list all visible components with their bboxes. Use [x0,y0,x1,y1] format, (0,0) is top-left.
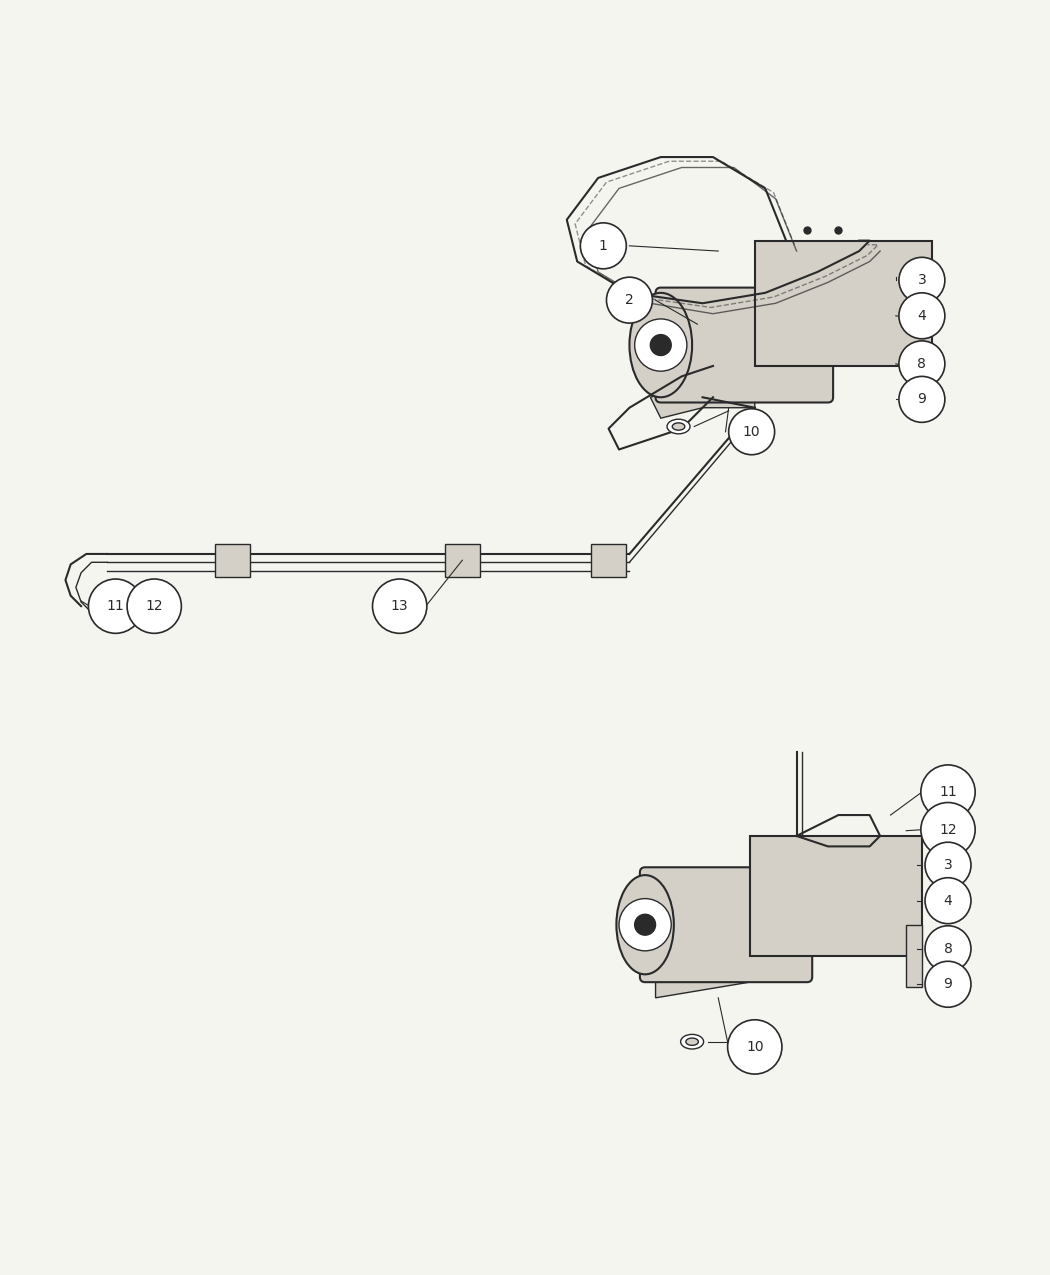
Polygon shape [650,366,755,418]
Circle shape [925,843,971,889]
Circle shape [925,961,971,1007]
Polygon shape [906,924,922,987]
Ellipse shape [680,1034,704,1049]
Circle shape [925,877,971,923]
Text: 8: 8 [918,357,926,371]
Circle shape [729,409,775,455]
Circle shape [899,293,945,339]
Circle shape [127,579,182,634]
Circle shape [634,319,687,371]
Ellipse shape [686,1038,698,1046]
FancyBboxPatch shape [444,543,480,576]
FancyBboxPatch shape [215,543,250,576]
Circle shape [921,802,975,857]
Circle shape [581,223,626,269]
Text: 8: 8 [944,942,952,956]
Ellipse shape [616,875,674,974]
Text: 11: 11 [107,599,125,613]
Ellipse shape [672,423,685,430]
Ellipse shape [667,419,690,434]
FancyBboxPatch shape [750,836,922,956]
Circle shape [88,579,143,634]
Text: 9: 9 [944,977,952,991]
Text: 3: 3 [918,273,926,287]
Polygon shape [911,346,932,408]
Text: 4: 4 [918,309,926,323]
FancyBboxPatch shape [755,241,932,366]
Polygon shape [655,956,750,998]
FancyBboxPatch shape [655,288,833,403]
Ellipse shape [629,293,692,398]
FancyBboxPatch shape [639,867,813,982]
Text: 13: 13 [391,599,408,613]
FancyBboxPatch shape [591,543,626,576]
Text: 10: 10 [742,425,760,439]
Text: 2: 2 [625,293,634,307]
Circle shape [650,334,671,356]
Circle shape [899,376,945,422]
Text: 12: 12 [145,599,163,613]
Circle shape [899,258,945,303]
Circle shape [373,579,426,634]
Text: 11: 11 [939,785,957,799]
Circle shape [607,277,652,323]
Text: 3: 3 [944,858,952,872]
Text: 12: 12 [939,822,957,836]
Circle shape [921,765,975,820]
Text: 4: 4 [944,894,952,908]
Circle shape [728,1020,782,1074]
Text: 10: 10 [746,1040,763,1054]
Circle shape [634,914,655,935]
Circle shape [925,926,971,972]
Circle shape [899,340,945,386]
Text: 1: 1 [598,238,608,252]
Text: 9: 9 [918,393,926,407]
Circle shape [620,899,671,951]
